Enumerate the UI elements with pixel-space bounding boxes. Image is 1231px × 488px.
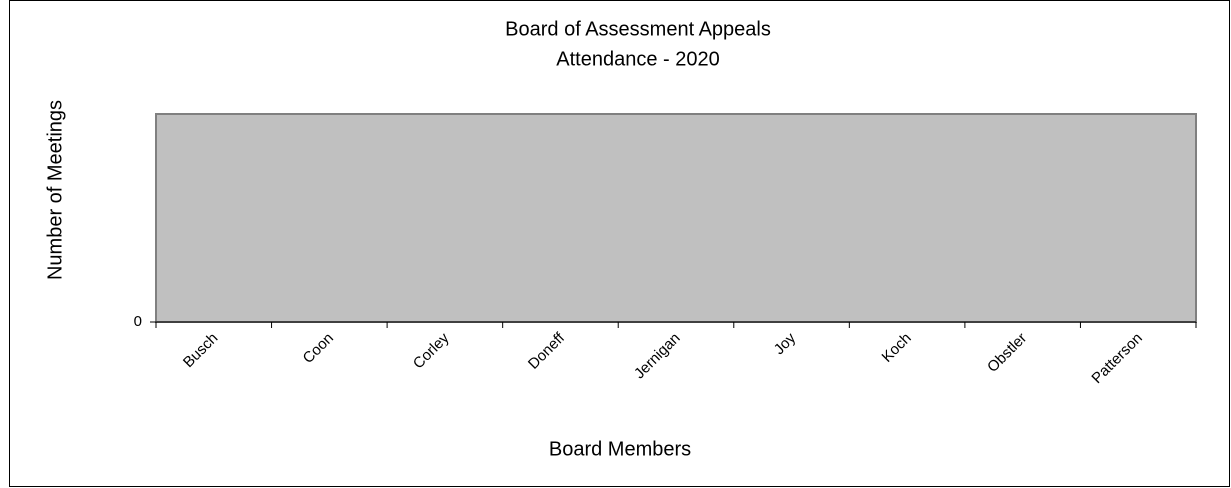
plot-area [155,113,1197,323]
y-axis-label: Number of Meetings [44,100,66,280]
chart-subtitle: Attendance - 2020 [556,48,719,70]
y-tick-label: 0 [134,313,142,330]
chart-title: Board of Assessment Appeals [505,18,771,40]
x-axis-label: Board Members [549,438,691,460]
